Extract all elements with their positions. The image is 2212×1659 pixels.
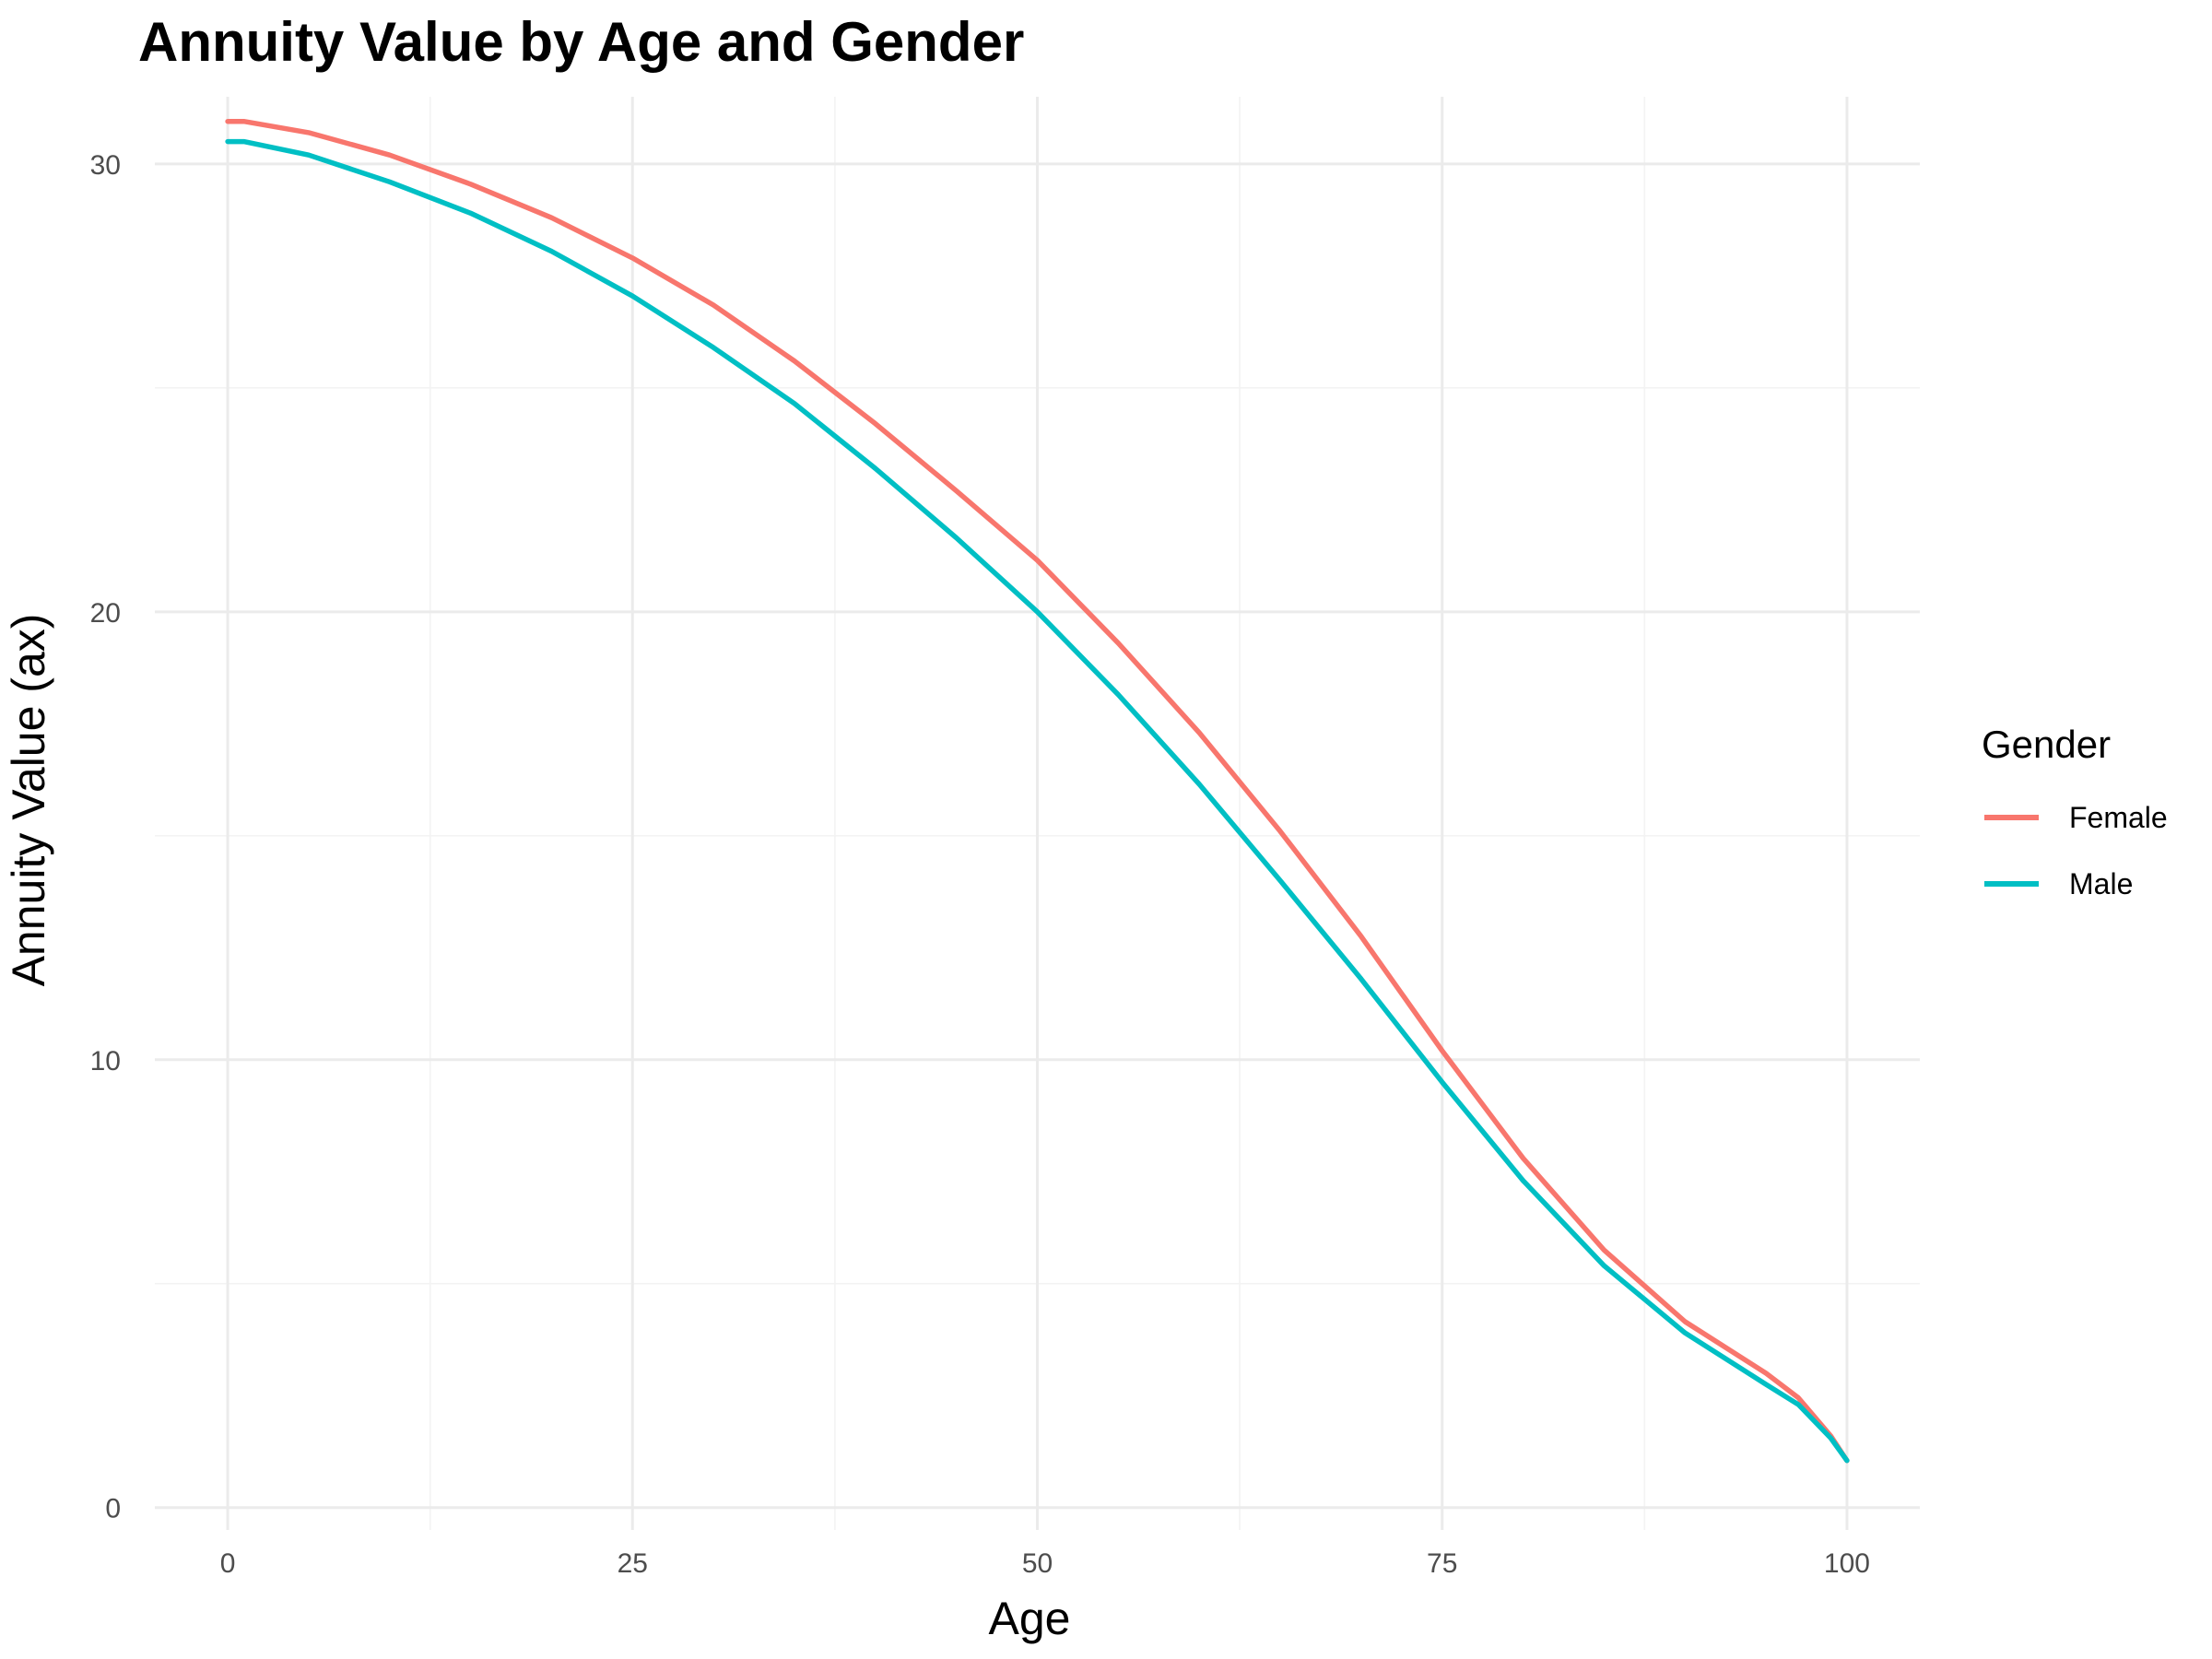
series-line-female xyxy=(225,118,1850,1464)
plot-grid xyxy=(155,97,1920,1530)
y-tick-label: 0 xyxy=(105,1494,121,1524)
series-lines xyxy=(225,118,1850,1464)
legend-title: Gender xyxy=(1982,723,2111,766)
x-axis-title: Age xyxy=(989,1593,1071,1644)
y-axis-title: Annuity Value (ax) xyxy=(3,614,54,987)
x-tick-label: 25 xyxy=(618,1548,648,1579)
x-axis-ticks: 0 25 50 75 100 xyxy=(220,1548,1870,1579)
series-line-male xyxy=(225,138,1850,1464)
y-tick-label: 20 xyxy=(90,598,121,629)
x-tick-label: 75 xyxy=(1427,1548,1457,1579)
chart-title: Annuity Value by Age and Gender xyxy=(138,11,1024,73)
y-tick-label: 30 xyxy=(90,150,121,181)
legend: Gender Female Male xyxy=(1982,723,2168,900)
x-tick-label: 0 xyxy=(220,1548,236,1579)
x-tick-label: 50 xyxy=(1022,1548,1053,1579)
y-axis-ticks: 0 10 20 30 xyxy=(90,150,121,1524)
y-tick-label: 10 xyxy=(90,1046,121,1077)
legend-label-male: Male xyxy=(2069,867,2133,900)
x-tick-label: 100 xyxy=(1824,1548,1870,1579)
legend-label-female: Female xyxy=(2069,801,2168,834)
